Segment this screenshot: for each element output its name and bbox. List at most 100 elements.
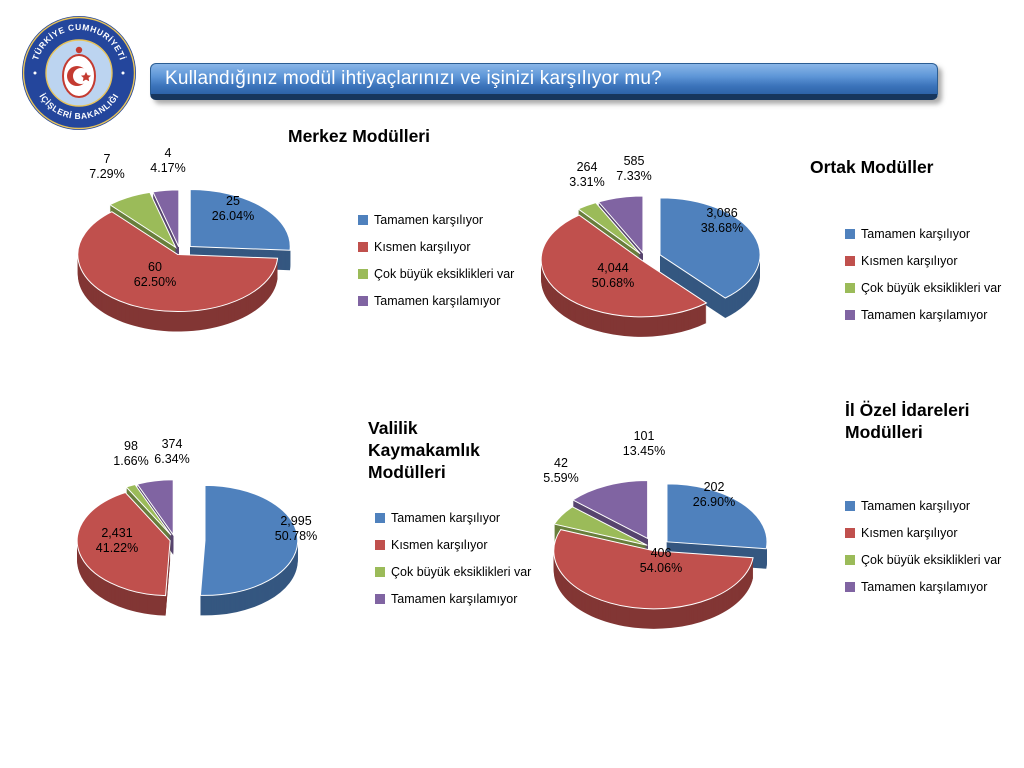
pie-data-label-percent: 7.29% (89, 167, 124, 181)
pie-data-label: 374 6.34% (154, 437, 189, 466)
pie-slice-side (666, 498, 767, 564)
pie-slice-side (137, 482, 174, 538)
pie-slice-side (77, 505, 171, 609)
pie-slice-side (553, 537, 754, 617)
legend-il-ozel: Tamamen karşılıyor Kısmen karşılıyor Çok b… (845, 492, 1001, 600)
pie-data-label-value: 406 (651, 546, 672, 560)
pie-slice-side (190, 198, 291, 260)
pie-slice-side (578, 207, 641, 259)
pie-slice-side (200, 487, 298, 598)
pie-data-label-percent: 13.45% (623, 444, 665, 458)
pie-slice-side (572, 486, 648, 545)
pie-slice-side (572, 488, 648, 547)
pie-slice-side (666, 491, 767, 557)
legend-item: Tamamen karşılıyor (358, 206, 514, 233)
pie-slice-side (666, 486, 767, 552)
pie-slice-side (553, 541, 754, 621)
pie-slice-side (190, 203, 291, 265)
pie-data-label-percent: 50.78% (275, 529, 317, 543)
pie-slice-side (572, 493, 648, 552)
pie-slice-side (598, 213, 643, 271)
legend-swatch (845, 228, 855, 239)
pie-data-label-percent: 41.22% (96, 541, 138, 555)
pie-slice-side (152, 202, 179, 260)
ministry-logo: TÜRKİYE CUMHURİYETİ İÇİŞLERİ BAKANLIĞI (20, 14, 138, 132)
pie-data-label-value: 101 (634, 429, 655, 443)
pie-data-label-value: 3,086 (706, 206, 737, 220)
pie-slice-side (200, 494, 298, 605)
pie-slice-side (109, 196, 176, 252)
pie-slice-side (572, 490, 648, 549)
pie-slice-side (190, 201, 291, 263)
pie-slice-side (553, 538, 754, 618)
pie-slice-side (77, 498, 171, 602)
pie-data-label: 4,044 50.68% (592, 261, 634, 290)
pie-slice-side (578, 203, 641, 255)
pie-slice (76, 491, 171, 597)
pie-slice-side (660, 212, 761, 313)
legend-item: Tamamen karşılamıyor (845, 301, 1001, 328)
pie-slice-side (541, 221, 707, 323)
pie-slice-side (578, 205, 641, 257)
pie-slice-side (598, 200, 643, 258)
pie-slice-side (152, 203, 179, 261)
pie-slice-side (541, 227, 707, 329)
pie-slice-side (152, 192, 179, 250)
pie-slice-side (200, 493, 298, 604)
legend-label: Tamamen karşılıyor (861, 226, 971, 241)
pie-slice-side (77, 212, 278, 313)
pie-slice-side (77, 226, 278, 327)
pie-slice-side (152, 200, 179, 258)
legend-label: Çok büyük eksiklikleri var (861, 552, 1002, 567)
legend-swatch (845, 500, 855, 511)
pie-slice-side (190, 206, 291, 268)
pie-slice-side (137, 480, 174, 536)
pie-slice-side (77, 223, 278, 324)
pie-data-label: 98 1.66% (113, 439, 148, 468)
pie-slice-side (200, 497, 298, 608)
pie-data-label-percent: 50.68% (592, 276, 634, 290)
legend-label: Tamamen karşılamıyor (861, 579, 988, 594)
pie-slice-side (137, 496, 174, 552)
legend-item: Tamamen karşılıyor (845, 220, 1001, 247)
legend-item: Kısmen karşılıyor (375, 531, 531, 558)
pie-slice-side (553, 545, 754, 625)
pie-slice-side (137, 487, 174, 543)
pie-slice-side (598, 209, 643, 267)
pie-slice-side (77, 222, 278, 323)
pie-data-label-percent: 3.31% (569, 175, 604, 189)
legend-item: Kısmen karşılıyor (845, 519, 1001, 546)
legend-swatch (358, 214, 368, 225)
pie-slice-side (572, 499, 648, 558)
pie-slice-side (77, 495, 171, 599)
pie-slice (152, 189, 180, 248)
pie-slice-side (126, 485, 172, 537)
pie-slice-side (77, 507, 171, 611)
pie-slice-side (541, 218, 707, 320)
pie-slice-side (190, 200, 291, 262)
pie-slice-side (554, 513, 648, 553)
pie-slice (659, 197, 761, 299)
pie-slice-side (541, 234, 707, 336)
pie-slice-side (541, 216, 707, 318)
legend-label: Kısmen karşılıyor (861, 525, 958, 540)
pie-slice-side (77, 504, 171, 608)
pie-slice-side (152, 201, 179, 259)
legend-label: Tamamen karşılamıyor (861, 307, 988, 322)
pie-slice-side (109, 203, 176, 259)
pie-slice-side (598, 205, 643, 263)
pie-slice-side (666, 489, 767, 555)
pie-slice-side (190, 193, 291, 255)
pie-data-label-value: 264 (577, 160, 598, 174)
pie-slice (571, 479, 649, 540)
pie-slice-side (541, 233, 707, 335)
pie-slice-side (553, 546, 754, 626)
pie-slice-side (553, 539, 754, 619)
pie-slice-side (572, 482, 648, 541)
pie-slice-side (666, 500, 767, 566)
pie-slice-side (660, 200, 761, 301)
pie-slice-side (152, 194, 179, 252)
pie-slice-side (553, 549, 754, 629)
pie-slice-side (572, 487, 648, 546)
